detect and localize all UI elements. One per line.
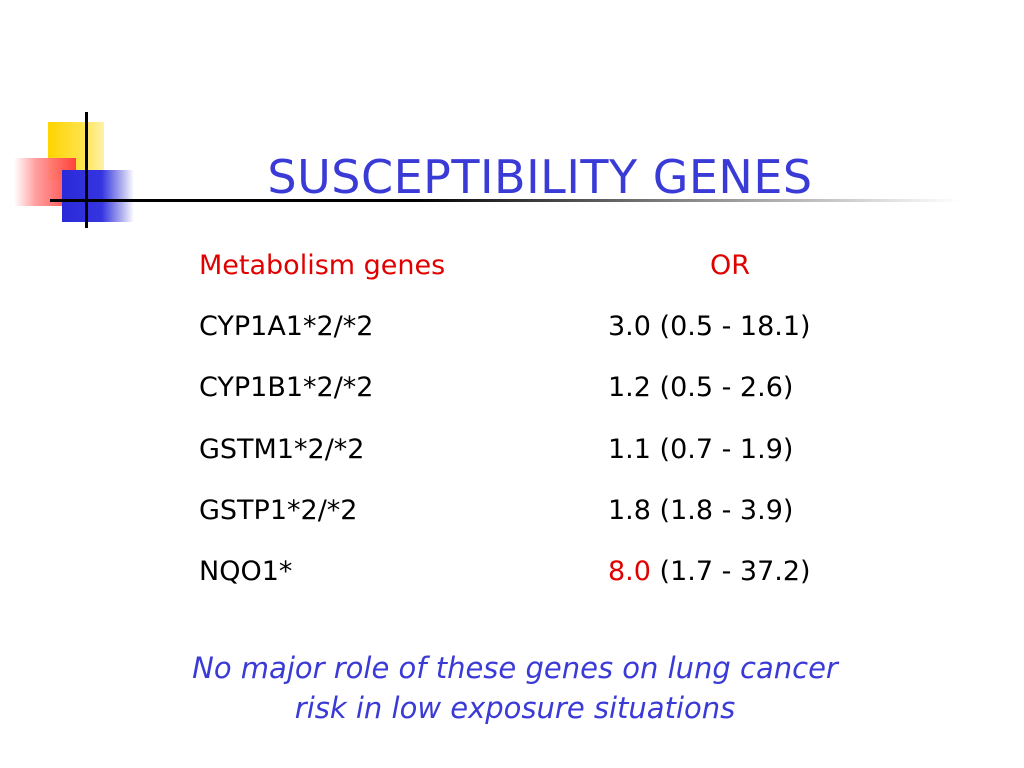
- slide-title: SUSCEPTIBILITY GENES: [267, 150, 813, 204]
- title-underline: [50, 199, 960, 202]
- conclusion-line-1: No major role of these genes on lung can…: [192, 651, 838, 685]
- or-ci: (0.7 - 1.9): [659, 434, 794, 465]
- header-or: OR: [710, 250, 751, 281]
- decorative-logo: [0, 0, 1024, 240]
- genes-table: Metabolism genes OR CYP1A1*2/*2 3.0 (0.5…: [199, 250, 811, 587]
- gene-name: NQO1*: [199, 556, 293, 587]
- conclusion-text: No major role of these genes on lung can…: [0, 648, 1024, 728]
- or-value-cell: 1.8 (1.8 - 3.9): [608, 495, 793, 526]
- or-ci: (1.8 - 3.9): [659, 495, 794, 526]
- header-gene: Metabolism genes: [199, 250, 446, 281]
- or-value-highlight: 8.0: [608, 556, 651, 587]
- or-value-cell: 1.2 (0.5 - 2.6): [608, 372, 793, 403]
- or-ci: (1.7 - 37.2): [659, 556, 811, 587]
- gene-name: GSTM1*2/*2: [199, 434, 365, 465]
- or-value: 1.8: [608, 495, 651, 526]
- or-value-cell: 1.1 (0.7 - 1.9): [608, 434, 793, 465]
- or-ci: (0.5 - 18.1): [659, 311, 811, 342]
- gene-name: CYP1A1*2/*2: [199, 311, 374, 342]
- blue-square: [62, 170, 134, 222]
- or-value: 3.0: [608, 311, 651, 342]
- gene-name: CYP1B1*2/*2: [199, 372, 374, 403]
- or-value: 1.1: [608, 434, 651, 465]
- vertical-rule: [85, 112, 88, 228]
- or-value-cell: 8.0 (1.7 - 37.2): [608, 556, 811, 587]
- gene-name: GSTP1*2/*2: [199, 495, 358, 526]
- conclusion-line-2: risk in low exposure situations: [294, 691, 736, 725]
- or-value-cell: 3.0 (0.5 - 18.1): [608, 311, 811, 342]
- or-ci: (0.5 - 2.6): [659, 372, 794, 403]
- or-value: 1.2: [608, 372, 651, 403]
